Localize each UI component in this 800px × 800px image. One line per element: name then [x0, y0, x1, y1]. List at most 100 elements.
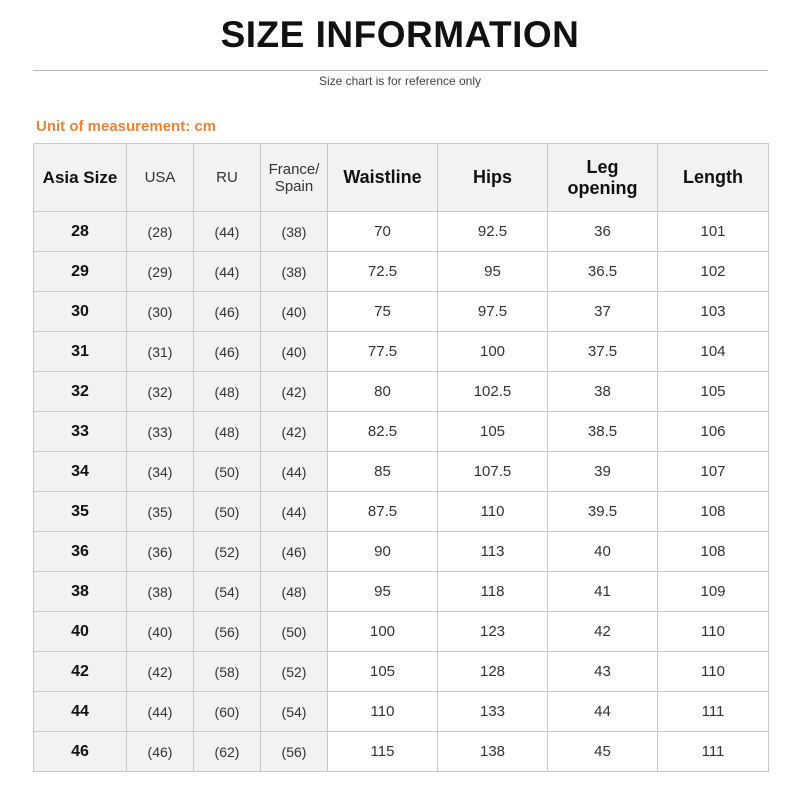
- cell-length: 111: [657, 691, 769, 732]
- cell-leg-opening: 40: [547, 531, 658, 572]
- cell-waistline: 87.5: [327, 491, 438, 532]
- cell-length: 102: [657, 251, 769, 292]
- cell-hips: 113: [437, 531, 548, 572]
- cell-usa: (32): [126, 371, 194, 412]
- table-row: 42 (42) (58) (52) 105 128 43 110: [33, 651, 769, 692]
- cell-asia-size: 31: [33, 331, 127, 372]
- cell-waistline: 70: [327, 211, 438, 252]
- cell-ru: (62): [193, 731, 261, 772]
- cell-france-spain: (44): [260, 491, 328, 532]
- cell-asia-size: 42: [33, 651, 127, 692]
- cell-waistline: 100: [327, 611, 438, 652]
- table-row: 33 (33) (48) (42) 82.5 105 38.5 106: [33, 411, 769, 452]
- cell-usa: (36): [126, 531, 194, 572]
- table-row: 44 (44) (60) (54) 110 133 44 111: [33, 691, 769, 732]
- cell-ru: (56): [193, 611, 261, 652]
- cell-leg-opening: 45: [547, 731, 658, 772]
- cell-france-spain: (42): [260, 411, 328, 452]
- cell-usa: (28): [126, 211, 194, 252]
- cell-asia-size: 46: [33, 731, 127, 772]
- page-title: SIZE INFORMATION: [220, 14, 580, 55]
- unit-label: Unit of measurement: cm: [36, 118, 217, 135]
- cell-hips: 92.5: [437, 211, 548, 252]
- cell-usa: (34): [126, 451, 194, 492]
- cell-france-spain: (48): [260, 571, 328, 612]
- table-row: 38 (38) (54) (48) 95 118 41 109: [33, 571, 769, 612]
- cell-france-spain: (40): [260, 331, 328, 372]
- cell-length: 103: [657, 291, 769, 332]
- table-row: 28 (28) (44) (38) 70 92.5 36 101: [33, 211, 769, 252]
- cell-asia-size: 32: [33, 371, 127, 412]
- cell-hips: 105: [437, 411, 548, 452]
- cell-usa: (42): [126, 651, 194, 692]
- cell-usa: (33): [126, 411, 194, 452]
- cell-leg-opening: 37.5: [547, 331, 658, 372]
- column-header-hips: Hips: [437, 143, 548, 212]
- cell-ru: (46): [193, 331, 261, 372]
- cell-ru: (44): [193, 251, 261, 292]
- cell-leg-opening: 39: [547, 451, 658, 492]
- cell-france-spain: (44): [260, 451, 328, 492]
- size-table: Asia Size USA RU France/Spain Waistline Hips L…: [33, 143, 769, 772]
- cell-asia-size: 44: [33, 691, 127, 732]
- table-row: 36 (36) (52) (46) 90 113 40 108: [33, 531, 769, 572]
- cell-usa: (29): [126, 251, 194, 292]
- cell-france-spain: (46): [260, 531, 328, 572]
- table-row: 31 (31) (46) (40) 77.5 100 37.5 104: [33, 331, 769, 372]
- cell-length: 105: [657, 371, 769, 412]
- cell-france-spain: (38): [260, 211, 328, 252]
- cell-waistline: 115: [327, 731, 438, 772]
- cell-asia-size: 29: [33, 251, 127, 292]
- cell-leg-opening: 44: [547, 691, 658, 732]
- cell-length: 108: [657, 491, 769, 532]
- cell-asia-size: 38: [33, 571, 127, 612]
- cell-france-spain: (56): [260, 731, 328, 772]
- cell-waistline: 85: [327, 451, 438, 492]
- cell-ru: (50): [193, 451, 261, 492]
- cell-france-spain: (40): [260, 291, 328, 332]
- column-header-asia-size: Asia Size: [33, 143, 127, 212]
- cell-usa: (46): [126, 731, 194, 772]
- cell-ru: (58): [193, 651, 261, 692]
- cell-length: 110: [657, 611, 769, 652]
- cell-asia-size: 34: [33, 451, 127, 492]
- cell-hips: 97.5: [437, 291, 548, 332]
- cell-waistline: 82.5: [327, 411, 438, 452]
- column-header-france-spain: France/Spain: [260, 143, 328, 212]
- table-row: 34 (34) (50) (44) 85 107.5 39 107: [33, 451, 769, 492]
- cell-ru: (50): [193, 491, 261, 532]
- cell-usa: (35): [126, 491, 194, 532]
- cell-asia-size: 35: [33, 491, 127, 532]
- divider: [33, 70, 768, 71]
- cell-france-spain: (52): [260, 651, 328, 692]
- cell-usa: (38): [126, 571, 194, 612]
- cell-waistline: 105: [327, 651, 438, 692]
- cell-length: 104: [657, 331, 769, 372]
- cell-usa: (44): [126, 691, 194, 732]
- cell-length: 110: [657, 651, 769, 692]
- cell-asia-size: 30: [33, 291, 127, 332]
- cell-hips: 102.5: [437, 371, 548, 412]
- cell-length: 101: [657, 211, 769, 252]
- cell-length: 109: [657, 571, 769, 612]
- cell-leg-opening: 36: [547, 211, 658, 252]
- cell-hips: 133: [437, 691, 548, 732]
- cell-leg-opening: 43: [547, 651, 658, 692]
- table-row: 35 (35) (50) (44) 87.5 110 39.5 108: [33, 491, 769, 532]
- cell-leg-opening: 38: [547, 371, 658, 412]
- cell-length: 111: [657, 731, 769, 772]
- table-header-row: Asia Size USA RU France/Spain Waistline Hips L…: [33, 143, 769, 212]
- cell-asia-size: 28: [33, 211, 127, 252]
- cell-hips: 95: [437, 251, 548, 292]
- cell-france-spain: (42): [260, 371, 328, 412]
- column-header-ru: RU: [193, 143, 261, 212]
- cell-length: 107: [657, 451, 769, 492]
- cell-ru: (46): [193, 291, 261, 332]
- column-header-waistline: Waistline: [327, 143, 438, 212]
- cell-length: 108: [657, 531, 769, 572]
- cell-ru: (54): [193, 571, 261, 612]
- cell-leg-opening: 42: [547, 611, 658, 652]
- table-row: 30 (30) (46) (40) 75 97.5 37 103: [33, 291, 769, 332]
- cell-length: 106: [657, 411, 769, 452]
- cell-hips: 110: [437, 491, 548, 532]
